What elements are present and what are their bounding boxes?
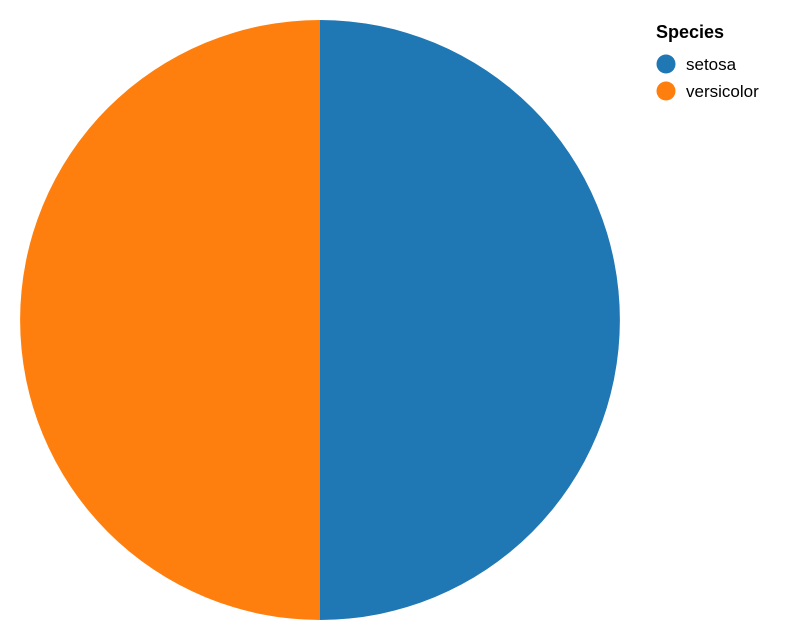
pie-slices [20,20,620,620]
legend: Species setosa versicolor [656,22,759,101]
pie-slice-setosa [320,20,620,620]
legend-swatch-setosa [656,54,676,74]
legend-swatch-versicolor [656,81,676,101]
legend-label-versicolor: versicolor [686,82,759,101]
legend-label-setosa: setosa [686,55,737,74]
legend-items: setosa versicolor [656,54,759,101]
pie-slice-versicolor [20,20,321,620]
legend-title: Species [656,22,724,42]
